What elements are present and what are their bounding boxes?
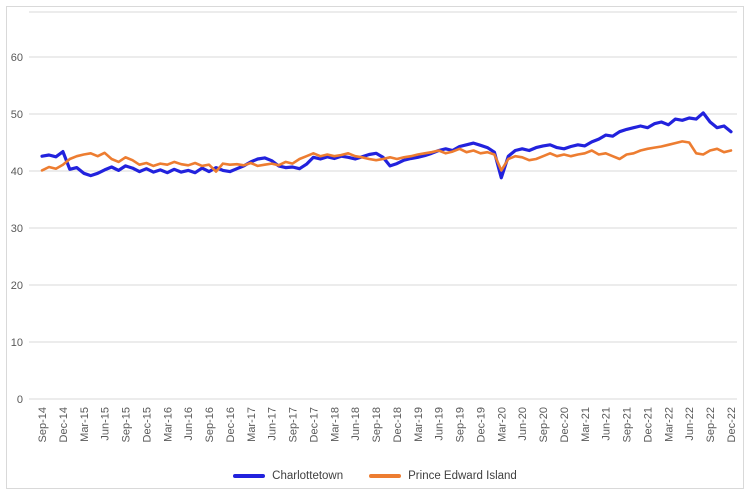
x-axis-tick-label: Dec-21 [643,407,655,442]
x-axis-tick-label: Mar-16 [162,407,174,442]
chart-frame: 0 10 20 30 40 50 60 Sep-14 Dec-14 Mar-15 Jun-15 Sep… [6,6,744,489]
y-axis-tick-label: 60 [11,52,23,64]
legend-label-prince-edward-island: Prince Edward Island [408,470,517,482]
x-axis-tick-label: Mar-17 [246,407,258,442]
line-chart: 0 10 20 30 40 50 60 Sep-14 Dec-14 Mar-15 Jun-15 Sep… [11,11,738,442]
x-axis-tick-label: Jun-18 [350,407,362,441]
x-axis-tick-label: Jun-15 [100,407,112,441]
series-line-prince-edward-island [40,140,733,173]
y-axis-tick-label: 10 [11,337,23,349]
x-axis-tick-label: Mar-22 [663,407,675,442]
x-axis-tick-label: Sep-19 [455,407,467,442]
x-axis-tick-label: Dec-20 [559,407,571,442]
legend-item-charlottetown: Charlottetown [233,470,343,482]
y-axis-tick-label: 30 [11,223,23,235]
x-axis-tick-label: Sep-21 [622,407,634,442]
x-axis-tick-label: Mar-19 [413,407,425,442]
x-axis-tick-label: Mar-20 [496,407,508,442]
x-axis-tick-label: Sep-14 [37,407,49,442]
x-axis-tick-label: Dec-19 [476,407,488,442]
x-axis-tick-label: Dec-22 [726,407,738,442]
y-axis-tick-label: 0 [17,394,23,406]
legend-item-prince-edward-island: Prince Edward Island [369,470,517,482]
y-axis-tick-label: 20 [11,280,23,292]
x-axis-tick-label: Sep-16 [204,407,216,442]
x-axis-tick-label: Sep-15 [121,407,133,442]
x-axis-tick-label: Sep-18 [371,407,383,442]
x-axis-tick-label: Mar-21 [580,407,592,442]
series-line-charlottetown [40,111,733,180]
x-axis-tick-label: Jun-17 [267,407,279,441]
x-axis-tick-label: Dec-14 [58,407,70,442]
x-axis-tick-label: Jun-22 [684,407,696,441]
x-axis-tick-label: Jun-16 [183,407,195,441]
legend-swatch-charlottetown [233,474,266,478]
x-axis-tick-label: Dec-15 [141,407,153,442]
x-axis-tick-label: Jun-21 [601,407,613,441]
y-axis-tick-label: 40 [11,166,23,178]
x-axis-tick-label: Sep-17 [288,407,300,442]
x-axis-tick-label: Dec-16 [225,407,237,442]
x-axis-tick-label: Dec-17 [308,407,320,442]
x-axis-tick-label: Sep-20 [538,407,550,442]
x-axis-tick-label: Mar-15 [79,407,91,442]
x-axis-tick-label: Jun-20 [517,407,529,441]
x-axis-tick-label: Mar-18 [329,407,341,442]
x-axis-tick-label: Sep-22 [705,407,717,442]
y-axis-tick-label: 50 [11,109,23,121]
x-axis-tick-label: Jun-19 [434,407,446,441]
chart-legend: Charlottetown Prince Edward Island [7,470,743,482]
x-axis-tick-label: Dec-18 [392,407,404,442]
legend-label-charlottetown: Charlottetown [272,470,344,482]
legend-swatch-prince-edward-island [369,474,402,478]
